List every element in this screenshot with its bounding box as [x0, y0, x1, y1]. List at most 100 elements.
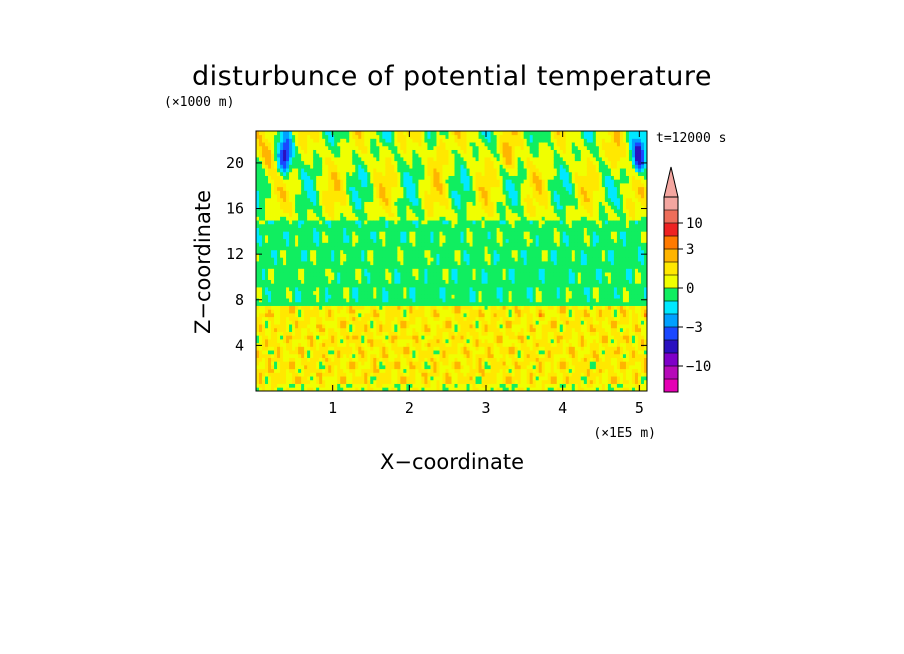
field-cell: [274, 264, 278, 269]
field-cell: [463, 212, 467, 217]
field-cell: [373, 272, 377, 277]
field-cell: [403, 361, 407, 366]
field-cell: [340, 298, 344, 303]
field-cell: [316, 131, 320, 136]
field-cell: [397, 331, 401, 336]
field-cell: [469, 365, 473, 370]
field-cell: [301, 242, 305, 247]
field-cell: [313, 361, 317, 366]
field-cell: [460, 209, 464, 214]
field-cell: [415, 183, 419, 188]
field-cell: [424, 368, 428, 373]
field-cell: [319, 238, 323, 243]
field-cell: [442, 212, 446, 217]
field-cell: [313, 223, 317, 228]
field-cell: [460, 186, 464, 191]
field-cell: [376, 261, 380, 266]
field-cell: [292, 368, 296, 373]
field-cell: [292, 183, 296, 188]
field-cell: [394, 220, 398, 225]
field-cell: [424, 231, 428, 236]
field-cell: [433, 205, 437, 210]
field-cell: [457, 279, 461, 284]
field-cell: [301, 171, 305, 176]
field-cell: [397, 346, 401, 351]
field-cell: [376, 357, 380, 362]
field-cell: [313, 231, 317, 236]
field-cell: [433, 331, 437, 336]
field-cell: [271, 138, 275, 143]
field-cell: [271, 190, 275, 195]
field-cell: [466, 368, 470, 373]
field-cell: [304, 383, 308, 388]
field-cell: [373, 379, 377, 384]
field-cell: [373, 365, 377, 370]
field-cell: [349, 264, 353, 269]
field-cell: [310, 134, 314, 139]
field-cell: [340, 353, 344, 358]
field-cell: [457, 372, 461, 377]
field-cell: [361, 313, 365, 318]
field-cell: [289, 298, 293, 303]
field-cell: [427, 175, 431, 180]
field-cell: [346, 249, 350, 254]
field-cell: [454, 313, 458, 318]
field-cell: [394, 164, 398, 169]
field-cell: [325, 242, 329, 247]
field-cell: [427, 331, 431, 336]
field-cell: [277, 264, 281, 269]
field-cell: [415, 194, 419, 199]
field-cell: [298, 227, 302, 232]
field-cell: [400, 149, 404, 154]
field-cell: [400, 350, 404, 355]
field-cell: [433, 138, 437, 143]
field-cell: [427, 379, 431, 384]
field-cell: [274, 205, 278, 210]
field-cell: [448, 246, 452, 251]
field-cell: [382, 257, 386, 262]
field-cell: [451, 350, 455, 355]
field-cell: [271, 157, 275, 162]
field-cell: [331, 290, 335, 295]
field-cell: [310, 220, 314, 225]
field-cell: [364, 131, 368, 136]
field-cell: [295, 272, 299, 277]
field-cell: [406, 179, 410, 184]
field-cell: [463, 294, 467, 299]
field-cell: [394, 379, 398, 384]
field-cell: [313, 149, 317, 154]
field-cell: [373, 387, 377, 391]
field-cell: [286, 179, 290, 184]
field-cell: [298, 201, 302, 206]
field-cell: [361, 142, 365, 147]
field-cell: [265, 205, 269, 210]
field-cell: [430, 171, 434, 176]
field-cell: [310, 153, 314, 158]
field-cell: [454, 257, 458, 262]
field-cell: [280, 268, 284, 273]
field-cell: [313, 283, 317, 288]
field-cell: [415, 279, 419, 284]
field-cell: [337, 313, 341, 318]
field-cell: [358, 301, 362, 306]
field-cell: [439, 264, 443, 269]
field-cell: [433, 231, 437, 236]
field-cell: [430, 216, 434, 221]
field-cell: [415, 238, 419, 243]
field-cell: [334, 227, 338, 232]
field-cell: [409, 142, 413, 147]
field-cell: [286, 157, 290, 162]
field-cell: [286, 253, 290, 258]
field-cell: [385, 316, 389, 321]
field-cell: [421, 368, 425, 373]
field-cell: [316, 320, 320, 325]
field-cell: [427, 327, 431, 332]
field-cell: [361, 287, 365, 292]
field-cell: [412, 313, 416, 318]
field-cell: [283, 249, 287, 254]
field-cell: [334, 305, 338, 310]
field-cell: [460, 179, 464, 184]
field-cell: [361, 216, 365, 221]
field-cell: [460, 313, 464, 318]
field-cell: [397, 157, 401, 162]
